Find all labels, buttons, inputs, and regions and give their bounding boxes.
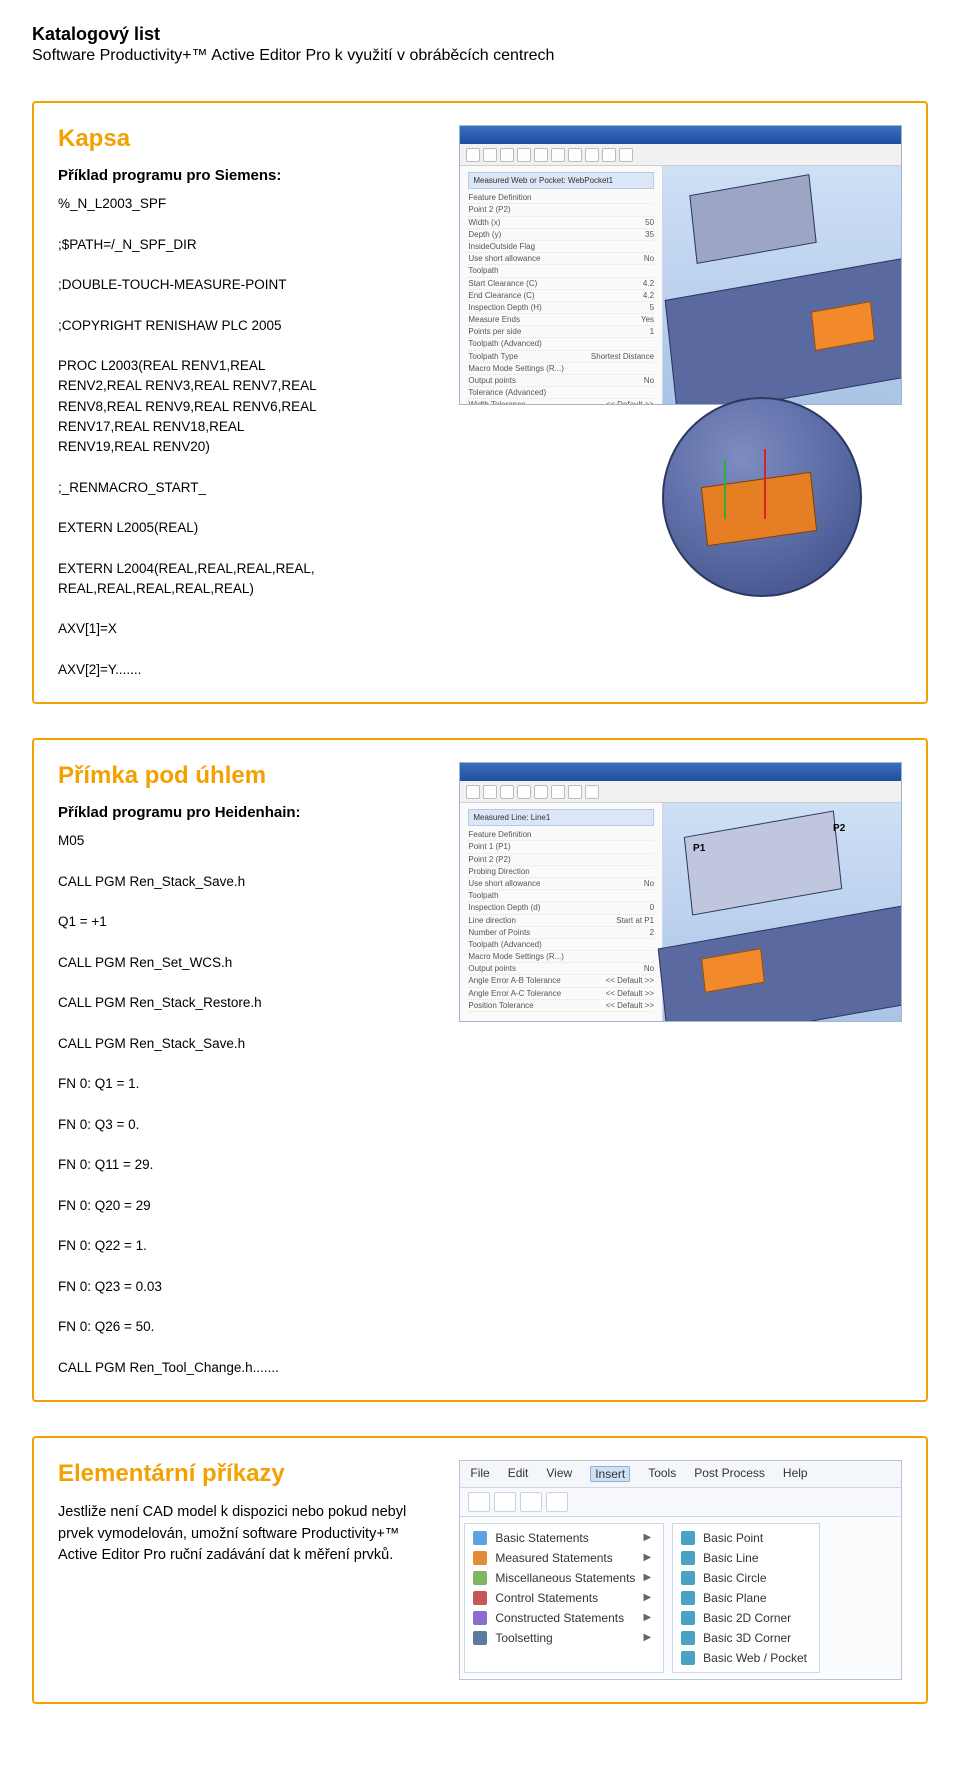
menu-post process[interactable]: Post Process: [694, 1466, 765, 1482]
menu-item[interactable]: Basic Statements▶: [465, 1528, 663, 1548]
submenu-basic: Basic PointBasic LineBasic CircleBasic P…: [672, 1523, 820, 1673]
section-primka: Přímka pod úhlem Příklad programu pro He…: [32, 738, 928, 1402]
kapsa-subheading: Příklad programu pro Siemens:: [58, 167, 429, 184]
screenshot-primka: Measured Line: Line1 Feature DefinitionP…: [459, 762, 902, 1022]
kapsa-code: %_N_L2003_SPF ;$PATH=/_N_SPF_DIR ;DOUBLE…: [58, 194, 429, 680]
menu-item[interactable]: Constructed Statements▶: [465, 1608, 663, 1628]
menu-item[interactable]: Basic Circle: [673, 1568, 819, 1588]
menu-item[interactable]: Measured Statements▶: [465, 1548, 663, 1568]
section-kapsa: Kapsa Příklad programu pro Siemens: %_N_…: [32, 101, 928, 704]
kapsa-heading: Kapsa: [58, 125, 429, 153]
doc-title: Katalogový list: [32, 24, 928, 45]
elementarni-body: Jestliže není CAD model k dispozici nebo…: [58, 1502, 429, 1567]
menu-file[interactable]: File: [470, 1466, 489, 1482]
menu-item[interactable]: Toolsetting▶: [465, 1628, 663, 1648]
menu-item[interactable]: Basic Plane: [673, 1588, 819, 1608]
primka-code: M05 CALL PGM Ren_Stack_Save.h Q1 = +1 CA…: [58, 831, 429, 1378]
menu-item[interactable]: Basic Line: [673, 1548, 819, 1568]
primka-subheading: Příklad programu pro Heidenhain:: [58, 804, 429, 821]
screenshot-menu: FileEditViewInsertToolsPost ProcessHelp …: [459, 1460, 902, 1680]
menu-item[interactable]: Basic 2D Corner: [673, 1608, 819, 1628]
menu-help[interactable]: Help: [783, 1466, 808, 1482]
menu-item[interactable]: Miscellaneous Statements▶: [465, 1568, 663, 1588]
screenshot-kapsa: Measured Web or Pocket: WebPocket1 Featu…: [459, 125, 902, 405]
primka-heading: Přímka pod úhlem: [58, 762, 429, 790]
menu-insert: Basic Statements▶Measured Statements▶Mis…: [464, 1523, 664, 1673]
elementarni-heading: Elementární příkazy: [58, 1460, 429, 1488]
section-elementarni: Elementární příkazy Jestliže není CAD mo…: [32, 1436, 928, 1704]
menu-edit[interactable]: Edit: [508, 1466, 529, 1482]
menubar: File Edit View Insert Tools Post Process Help: [460, 1461, 901, 1488]
menu-item[interactable]: Basic 3D Corner: [673, 1628, 819, 1648]
menu-item[interactable]: Basic Point: [673, 1528, 819, 1548]
menu-item[interactable]: Basic Web / Pocket: [673, 1648, 819, 1668]
menu-tools[interactable]: Tools: [648, 1466, 676, 1482]
menu-item[interactable]: Control Statements▶: [465, 1588, 663, 1608]
menu-view[interactable]: View: [546, 1466, 572, 1482]
menu-insert[interactable]: Insert: [590, 1466, 630, 1482]
doc-subtitle: Software Productivity+™ Active Editor Pr…: [32, 47, 928, 65]
